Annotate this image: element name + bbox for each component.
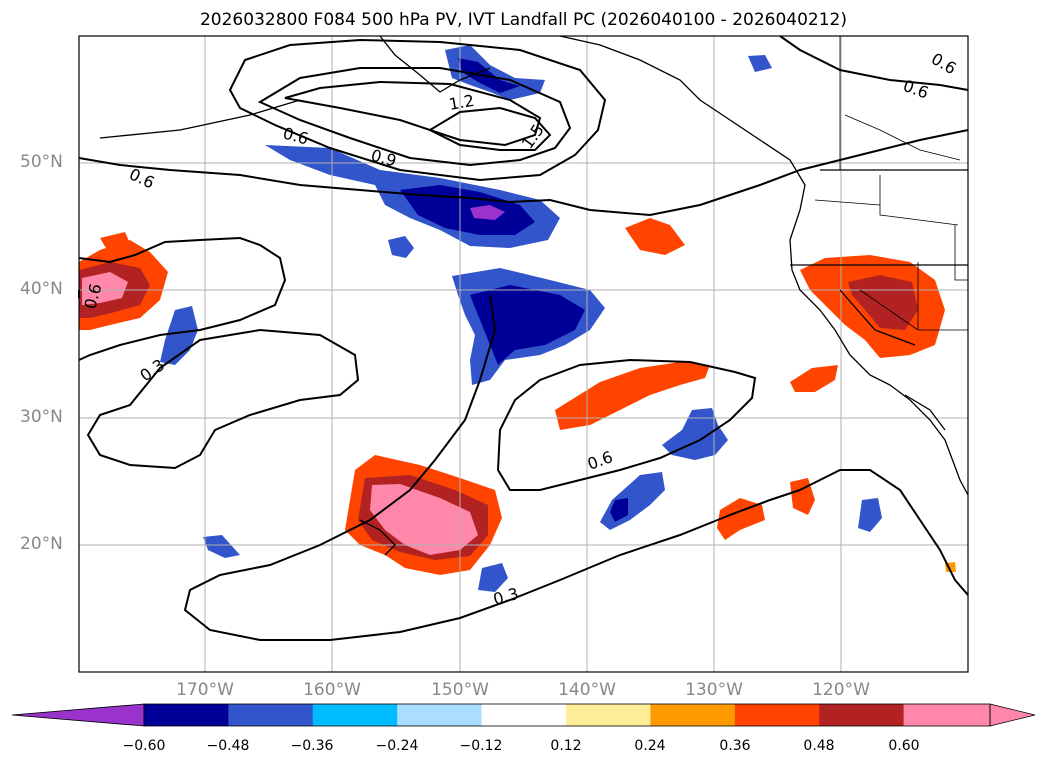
plot-area: 0.6 0.6 0.6 1.2 1.5 0.9 0.6 0.3 0.6 0.3 … (78, 35, 969, 673)
shade-negative-central-core (470, 285, 585, 365)
lat-label-50n: 50°N (20, 152, 63, 172)
contour-0-6-north (78, 129, 969, 217)
colorbar-tick: −0.60 (122, 738, 166, 754)
colorbar-tick: −0.24 (375, 738, 419, 754)
shade-positive-west-top (100, 232, 132, 255)
colorbar-segment (397, 704, 483, 726)
contour-0-3-west-loop (86, 328, 360, 470)
contour-0-6-top (779, 35, 969, 91)
colorbar-tick: 0.48 (803, 738, 835, 754)
shade-positive-hawaii-core (370, 484, 478, 555)
shade-positive-east-small-2 (717, 498, 765, 540)
shade-negative-central-north-core (400, 185, 535, 235)
shade-negative-east-2-core (610, 498, 628, 522)
contour-label: 1.2 (447, 91, 475, 114)
colorbar-segment (650, 704, 736, 726)
contour-0-6-loop (228, 38, 607, 182)
shade-positive-east-small-1 (790, 365, 838, 392)
gridlines (79, 36, 968, 672)
shade-negative-small-west (203, 535, 240, 558)
lon-label-130w: 130°W (685, 680, 743, 700)
shade-negative-gulf-alaska (445, 45, 545, 100)
contour-0-6-east (496, 358, 757, 491)
lat-label-20n: 20°N (20, 534, 63, 554)
contour-0-6-west (78, 236, 287, 361)
shade-negative-west-strip (160, 306, 198, 365)
shade-positive-california-core (848, 275, 918, 330)
shade-negative-small-south (478, 563, 508, 592)
contour-1-2 (284, 80, 542, 147)
colorbar-extend-max (989, 703, 1036, 727)
colorbar-segment (228, 704, 314, 726)
map-title: 2026032800 F084 500 hPa PV, IVT Landfall… (199, 10, 847, 30)
state-borders (814, 36, 968, 331)
lon-label-170w: 170°W (176, 680, 234, 700)
shade-negative-small-blob (388, 236, 414, 258)
lat-label-30n: 30°N (20, 407, 63, 427)
lat-label-40n: 40°N (20, 279, 63, 299)
lon-label-160w: 160°W (303, 680, 361, 700)
shade-negative-east-2 (600, 472, 665, 530)
lon-label-150w: 150°W (431, 680, 489, 700)
colorbar-outline (143, 703, 991, 727)
colorbar-tick: 0.12 (550, 738, 582, 754)
colorbar (11, 703, 1036, 727)
colorbar-extend-min (11, 703, 145, 727)
contour-label: 0.6 (281, 124, 311, 149)
lon-label-140w: 140°W (558, 680, 616, 700)
shade-negative-alaska-small (748, 55, 772, 72)
contour-0-3-east (799, 469, 969, 596)
colorbar-segment (312, 704, 398, 726)
lon-label-120w: 120°W (812, 680, 870, 700)
colorbar-segment (566, 704, 651, 726)
pv-contours (78, 35, 969, 641)
colorbar-tick: −0.36 (290, 738, 334, 754)
coastlines (99, 35, 969, 556)
shade-positive-small-ne (625, 218, 685, 255)
colorbar-tick: 0.36 (719, 738, 751, 754)
shade-negative-east-1 (662, 408, 728, 460)
contour-0-9 (257, 67, 572, 167)
contour-0-3-mid (183, 294, 801, 641)
colorbar-segment (819, 704, 905, 726)
colorbar-segment (734, 704, 820, 726)
contour-1-5 (427, 106, 552, 151)
shade-negative-central-north-peak (470, 205, 505, 220)
colorbar-tick: −0.12 (459, 738, 503, 754)
shade-positive-west-edge-core (82, 272, 128, 305)
contour-label: 0.9 (369, 146, 399, 171)
colorbar-segment (481, 704, 567, 726)
contour-label: 0.6 (928, 49, 960, 78)
contour-label: 0.6 (585, 447, 615, 474)
colorbar-segment (144, 704, 229, 726)
plot-frame (78, 35, 969, 673)
colorbar-tick: 0.60 (888, 738, 920, 754)
contour-label: 1.5 (518, 121, 548, 153)
shade-positive-central-strip (555, 362, 710, 430)
colorbar-tick: 0.24 (634, 738, 666, 754)
shade-positive-east-small-3 (790, 478, 815, 515)
colorbar-tick: −0.48 (206, 738, 250, 754)
colorbar-segment (903, 704, 990, 726)
shade-negative-small-east (858, 498, 882, 532)
contour-label: 0.6 (901, 76, 931, 103)
